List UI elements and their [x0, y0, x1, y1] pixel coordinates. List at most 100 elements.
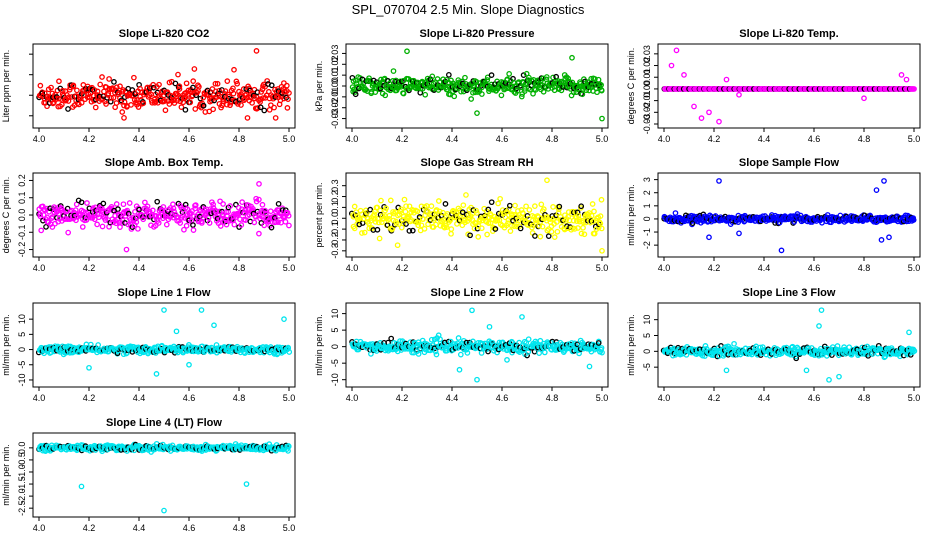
data-point — [817, 345, 824, 352]
data-point — [234, 80, 240, 87]
data-point — [65, 94, 72, 101]
data-point — [267, 208, 274, 215]
data-point — [135, 104, 142, 110]
data-point — [217, 223, 224, 229]
data-point-outlier — [716, 178, 722, 184]
data-point — [588, 212, 595, 219]
data-point — [506, 71, 512, 77]
data-point — [541, 349, 548, 356]
data-point — [101, 88, 107, 95]
data-point — [190, 78, 197, 84]
data-point — [376, 235, 383, 242]
data-point — [386, 212, 393, 219]
y-tick-label: -10 — [17, 373, 27, 386]
data-point — [494, 217, 501, 224]
data-point — [485, 220, 492, 226]
data-point-black — [39, 90, 46, 97]
data-point-black — [488, 72, 495, 78]
x-tick-label: 4.8 — [546, 393, 559, 403]
data-point — [403, 203, 409, 210]
data-point — [49, 224, 56, 230]
data-point — [526, 215, 532, 222]
data-point — [94, 221, 100, 228]
data-point — [208, 97, 215, 104]
data-point — [479, 91, 485, 97]
data-point-black — [275, 200, 282, 207]
data-point-outlier — [903, 76, 910, 83]
data-point — [187, 99, 194, 106]
data-point — [372, 215, 378, 222]
data-point — [222, 91, 228, 97]
data-point-black — [445, 71, 452, 78]
data-point — [400, 90, 407, 97]
panel-p1: Slope Li-820 CO2 Liter ppm per min. 4.0 4.2… — [1, 28, 296, 144]
data-point-black — [114, 350, 121, 357]
data-point — [128, 102, 134, 108]
data-point — [368, 351, 374, 357]
x-tick-label: 4.8 — [233, 263, 246, 273]
x-tick-label: 4.2 — [83, 134, 96, 144]
panel-p3: Slope Li-820 Temp. degrees C per min. -0.0… — [626, 28, 921, 144]
y-tick-label: -0.5 — [17, 452, 27, 468]
chart-panels: Slope Li-820 CO2 Liter ppm per min. 4.0 4.2… — [1, 28, 921, 533]
data-point — [406, 203, 413, 210]
y-tick-label: -0.3 — [330, 243, 340, 259]
data-point — [266, 106, 273, 113]
data-point — [551, 234, 558, 241]
data-point — [161, 98, 168, 104]
data-point-outlier — [153, 371, 160, 377]
data-point — [240, 86, 247, 92]
data-point — [106, 76, 112, 82]
data-point — [532, 203, 538, 210]
data-point-outlier — [173, 328, 180, 335]
data-point — [383, 205, 389, 212]
data-point-black — [257, 104, 264, 111]
data-point-black — [384, 222, 391, 228]
data-point — [220, 201, 226, 207]
data-point-outlier — [504, 357, 510, 363]
data-point-outlier — [121, 114, 127, 121]
y-tick-label: -0.01 — [330, 87, 340, 108]
x-tick-label: 5.0 — [908, 134, 921, 144]
data-point — [142, 212, 148, 219]
data-point — [285, 212, 292, 219]
data-point-outlier — [873, 187, 880, 193]
data-point — [422, 91, 429, 98]
data-point — [155, 220, 162, 226]
data-point — [505, 206, 512, 212]
data-point — [108, 95, 114, 101]
data-point — [398, 206, 404, 213]
x-tick-label: 5.0 — [908, 263, 921, 273]
data-point — [174, 97, 180, 104]
data-point — [196, 83, 202, 90]
data-point — [475, 234, 482, 240]
y-axis-label: ml/min per min. — [626, 184, 636, 246]
y-tick-label: -0.03 — [330, 108, 340, 129]
data-point — [257, 99, 263, 105]
data-point — [210, 201, 217, 208]
data-point-outlier — [681, 72, 687, 78]
data-point — [361, 229, 368, 236]
y-tick-label: 0 — [642, 349, 652, 354]
data-point — [518, 93, 525, 100]
data-point — [238, 222, 245, 228]
data-point — [201, 349, 208, 355]
plot-frame — [345, 302, 609, 388]
data-point — [213, 208, 220, 215]
data-point-outlier — [861, 95, 867, 102]
data-point-black — [467, 232, 473, 239]
data-point — [48, 349, 55, 356]
y-tick-label: 2 — [642, 190, 652, 195]
data-point — [484, 77, 491, 83]
data-point — [448, 230, 454, 237]
y-tick-label: 0.2 — [330, 190, 340, 203]
x-tick-label: 4.6 — [496, 393, 509, 403]
plot-frame — [657, 43, 921, 129]
data-point-outlier — [474, 110, 480, 116]
data-point-black — [233, 201, 239, 208]
data-point — [375, 219, 382, 226]
data-point — [260, 95, 266, 101]
data-point — [132, 208, 138, 215]
y-tick-label: 0.01 — [330, 66, 340, 84]
y-tick-label: -0.1 — [330, 221, 340, 237]
